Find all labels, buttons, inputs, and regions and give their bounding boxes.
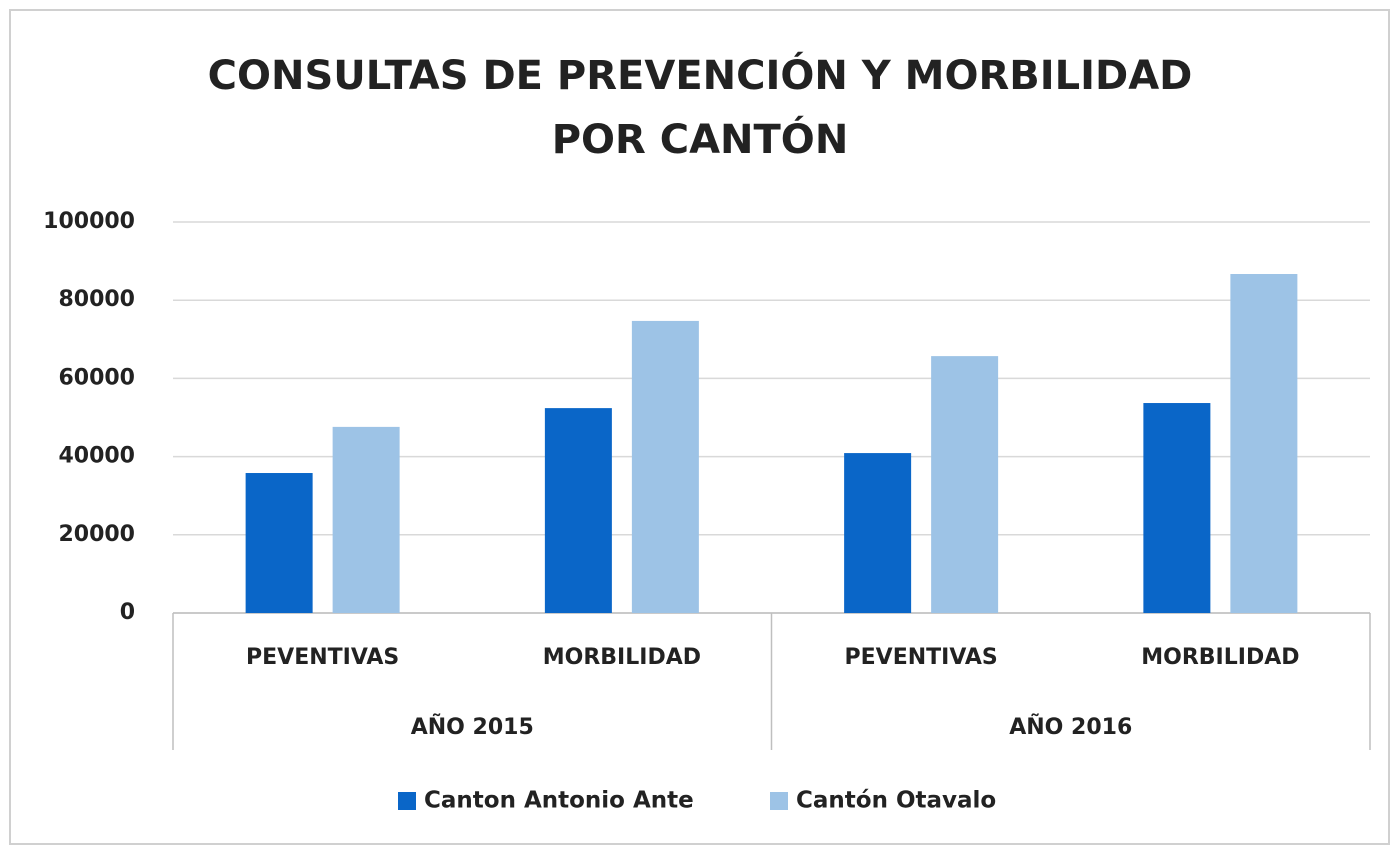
bar: [544, 408, 612, 613]
group-label: AÑO 2015: [411, 714, 534, 740]
bar: [931, 356, 999, 613]
bar: [245, 473, 313, 613]
bar: [631, 320, 699, 613]
bar: [332, 426, 400, 613]
chart-title: CONSULTAS DE PREVENCIÓN Y MORBILIDAD: [208, 51, 1193, 99]
y-tick-label: 60000: [58, 365, 135, 390]
y-tick-label: 20000: [58, 522, 135, 547]
legend-swatch: [398, 792, 416, 810]
y-tick-label: 40000: [58, 444, 135, 469]
chart-title: POR CANTÓN: [552, 115, 849, 163]
legend-label: Cantón Otavalo: [796, 788, 996, 814]
bar: [1143, 403, 1211, 613]
x-tick-label: MORBILIDAD: [543, 645, 701, 670]
legend-label: Canton Antonio Ante: [424, 788, 694, 814]
x-tick-label: PEVENTIVAS: [845, 645, 998, 670]
legend-swatch: [770, 792, 788, 810]
x-tick-label: MORBILIDAD: [1141, 645, 1299, 670]
group-label: AÑO 2016: [1009, 714, 1132, 740]
bar: [844, 453, 912, 613]
bar: [1230, 274, 1298, 613]
y-tick-label: 80000: [58, 287, 135, 312]
x-tick-label: PEVENTIVAS: [246, 645, 399, 670]
y-tick-label: 0: [120, 600, 135, 625]
y-tick-label: 100000: [43, 209, 135, 234]
